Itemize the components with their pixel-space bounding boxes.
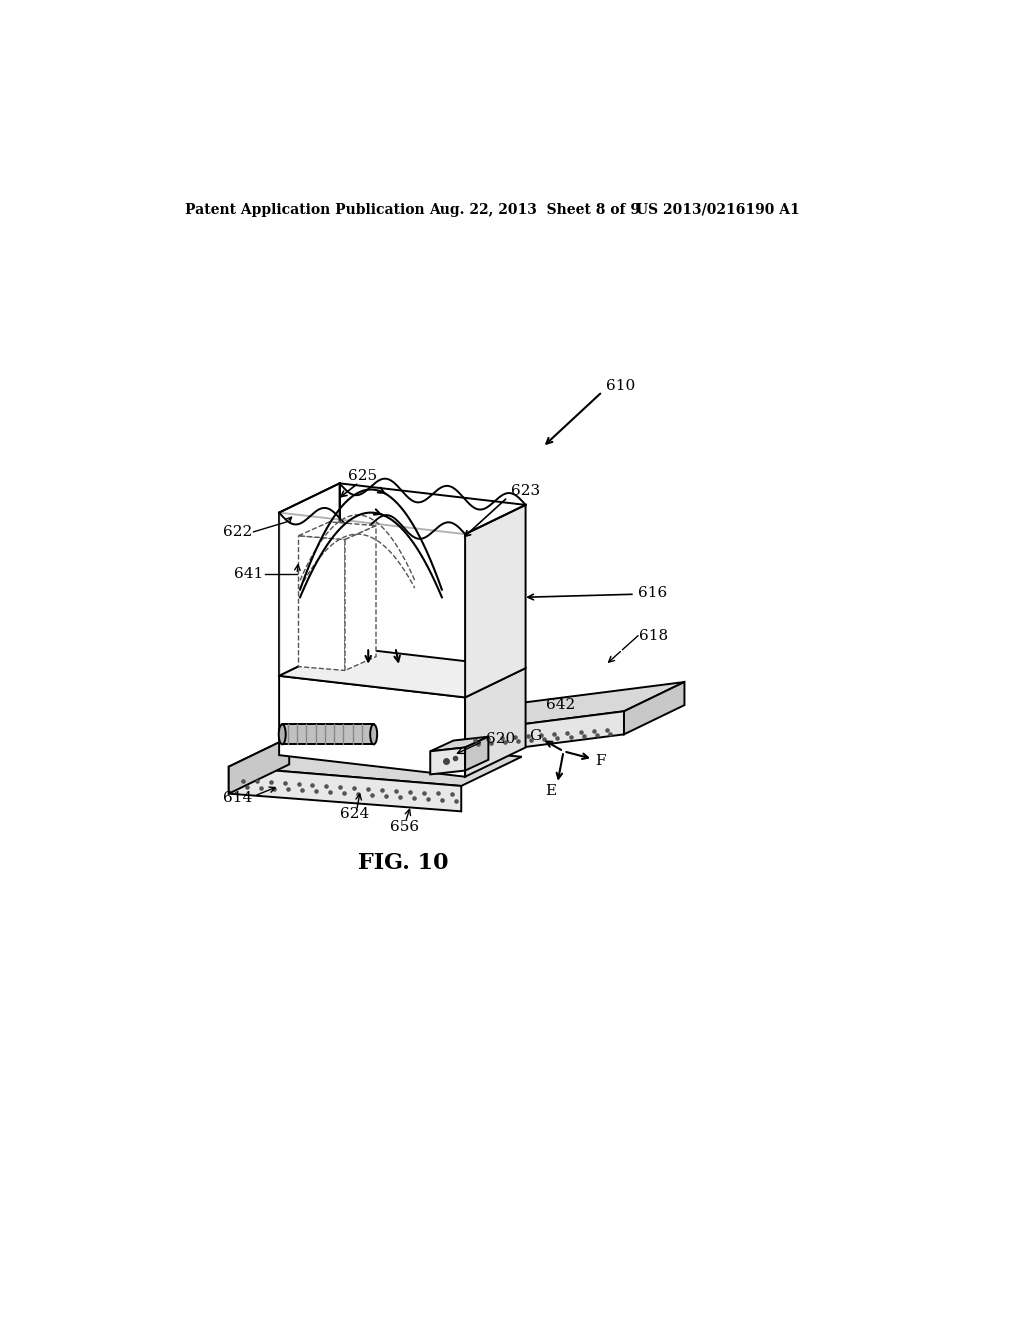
Text: 656: 656 bbox=[390, 820, 419, 834]
Text: Patent Application Publication: Patent Application Publication bbox=[184, 203, 424, 216]
Text: US 2013/0216190 A1: US 2013/0216190 A1 bbox=[636, 203, 800, 216]
Polygon shape bbox=[465, 668, 525, 776]
Text: 625: 625 bbox=[348, 470, 378, 483]
Text: F: F bbox=[596, 754, 606, 767]
Polygon shape bbox=[461, 711, 624, 755]
Text: 618: 618 bbox=[640, 628, 669, 643]
Polygon shape bbox=[228, 767, 461, 812]
Polygon shape bbox=[299, 536, 345, 671]
Polygon shape bbox=[430, 737, 488, 751]
Text: G: G bbox=[529, 729, 542, 743]
Text: Aug. 22, 2013  Sheet 8 of 9: Aug. 22, 2013 Sheet 8 of 9 bbox=[429, 203, 640, 216]
Ellipse shape bbox=[371, 725, 377, 744]
Polygon shape bbox=[228, 738, 289, 793]
Polygon shape bbox=[624, 682, 684, 734]
Text: 622: 622 bbox=[223, 525, 252, 539]
Text: 624: 624 bbox=[340, 808, 370, 821]
Polygon shape bbox=[280, 647, 525, 697]
Polygon shape bbox=[465, 737, 488, 771]
Text: FIG. 10: FIG. 10 bbox=[357, 851, 449, 874]
Polygon shape bbox=[280, 512, 465, 697]
Text: 616: 616 bbox=[638, 586, 668, 601]
Polygon shape bbox=[228, 738, 521, 785]
Text: 614: 614 bbox=[223, 791, 252, 804]
Text: 610: 610 bbox=[606, 379, 636, 392]
Text: 623: 623 bbox=[511, 484, 540, 498]
Polygon shape bbox=[345, 525, 376, 671]
Ellipse shape bbox=[279, 725, 286, 744]
Polygon shape bbox=[461, 682, 684, 733]
Text: 620: 620 bbox=[486, 733, 515, 746]
Text: E: E bbox=[546, 784, 557, 799]
Polygon shape bbox=[280, 676, 465, 776]
Text: 641: 641 bbox=[234, 568, 263, 581]
Polygon shape bbox=[280, 483, 340, 676]
Polygon shape bbox=[465, 506, 525, 697]
Text: 642: 642 bbox=[546, 698, 575, 711]
Polygon shape bbox=[430, 747, 465, 775]
Polygon shape bbox=[299, 521, 376, 540]
Bar bbox=[283, 725, 374, 744]
